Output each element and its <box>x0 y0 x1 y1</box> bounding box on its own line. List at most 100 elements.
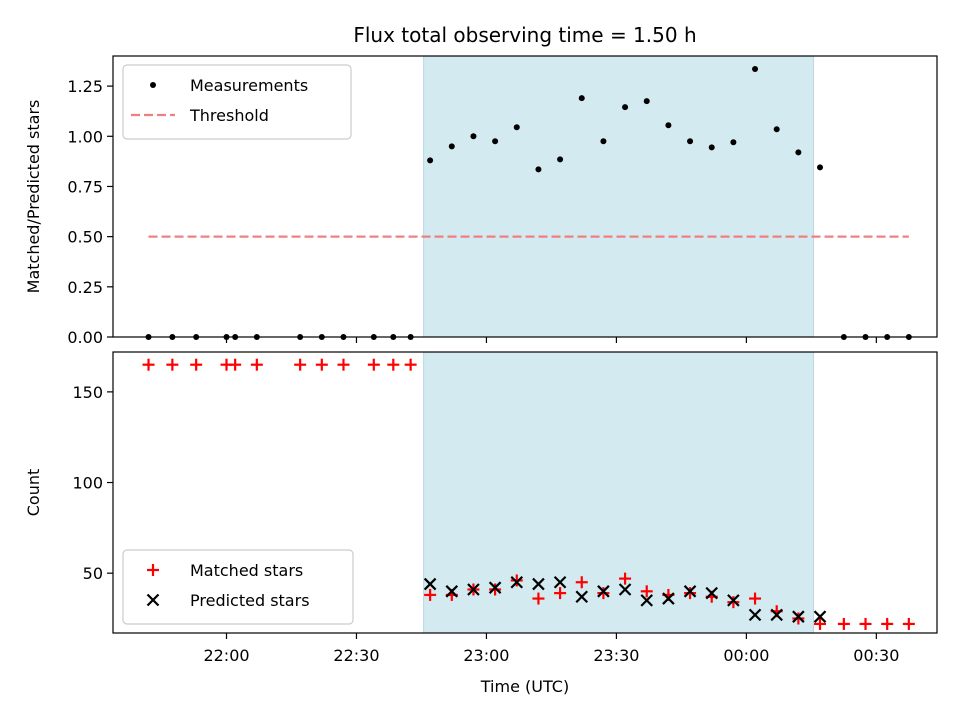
data-point <box>640 585 653 598</box>
data-point <box>554 587 567 600</box>
x-tick-label: 23:30 <box>593 646 639 665</box>
data-point <box>687 138 694 145</box>
data-point <box>250 358 263 371</box>
data-point <box>294 358 307 371</box>
data-point <box>575 576 588 589</box>
data-point <box>705 586 718 600</box>
data-point <box>618 583 632 596</box>
legend-entry: Matched stars <box>147 561 303 580</box>
data-point <box>532 577 545 591</box>
shaded-interval <box>423 351 815 634</box>
data-point <box>423 577 437 591</box>
data-point <box>792 612 805 625</box>
data-point <box>492 138 499 145</box>
data-point <box>557 156 564 163</box>
y-tick-label: 0.25 <box>67 278 103 297</box>
shaded-interval <box>423 55 815 338</box>
data-point <box>622 104 629 111</box>
data-point <box>708 144 715 151</box>
y-axis-label: Matched/Predicted stars <box>24 100 43 294</box>
axes-frame <box>112 55 938 338</box>
x-tick-label: 23:00 <box>463 646 509 665</box>
data-point <box>575 590 589 604</box>
data-point <box>513 124 520 131</box>
x-tick-label: 00:00 <box>723 646 769 665</box>
legend-marker <box>147 564 159 576</box>
data-point <box>315 358 328 371</box>
legend-entry: Measurements <box>150 76 308 95</box>
x-tick-label: 22:30 <box>333 646 379 665</box>
data-point <box>488 581 502 594</box>
data-point <box>229 358 242 371</box>
x-tick-label: 22:00 <box>203 646 249 665</box>
data-point <box>553 575 567 589</box>
chart-title: Flux total observing time = 1.50 h <box>353 23 696 47</box>
axes-frame <box>112 351 938 634</box>
y-tick-label: 100 <box>72 474 103 493</box>
data-point <box>337 358 350 371</box>
data-point <box>597 587 610 600</box>
data-point <box>837 617 850 630</box>
data-point <box>578 95 585 102</box>
data-point <box>752 66 759 73</box>
data-point <box>445 585 459 598</box>
x-tick-label: 00:30 <box>853 646 899 665</box>
data-point <box>727 596 740 609</box>
legend: Matched stars Predicted stars <box>122 549 354 625</box>
y-axis-label: Count <box>24 469 43 517</box>
data-point <box>643 98 650 105</box>
data-point <box>427 157 434 164</box>
data-point <box>489 583 502 596</box>
legend-label: Matched stars <box>190 561 303 580</box>
data-point <box>748 608 762 622</box>
legend-box <box>122 549 354 625</box>
legend-marker <box>150 82 156 88</box>
legend-entry: Threshold <box>131 106 269 125</box>
data-point <box>662 592 675 605</box>
y-tick-label: 1.00 <box>67 127 103 146</box>
data-point <box>597 585 610 598</box>
y-tick-label: 1.25 <box>67 77 103 96</box>
y-tick-label: 0.00 <box>67 328 103 347</box>
data-point <box>166 358 179 371</box>
y-tick-label: 0.75 <box>67 177 103 196</box>
y-tick-label: 150 <box>72 383 103 402</box>
legend-label: Predicted stars <box>190 591 310 610</box>
data-point <box>424 588 437 601</box>
legend-entry: Predicted stars <box>146 591 310 610</box>
data-point <box>665 122 672 129</box>
legend-label: Measurements <box>190 76 308 95</box>
data-point <box>470 133 477 140</box>
data-point <box>387 358 400 371</box>
data-point <box>448 143 455 150</box>
legend-box <box>122 64 352 140</box>
data-point <box>792 610 805 623</box>
data-point <box>619 572 632 585</box>
data-point <box>535 166 542 173</box>
data-point <box>684 587 697 600</box>
data-point <box>817 164 824 171</box>
x-axis-label: Time (UTC) <box>480 677 569 696</box>
data-point <box>190 358 203 371</box>
data-point <box>727 594 740 607</box>
data-point <box>730 139 737 146</box>
data-point <box>600 138 607 145</box>
y-tick-label: 50 <box>83 564 103 583</box>
data-point <box>510 574 523 587</box>
legend: Measurements Threshold <box>122 64 352 140</box>
data-point <box>467 583 480 596</box>
legend-label: Threshold <box>189 106 269 125</box>
series-predicted-stars <box>423 575 827 623</box>
legend-marker <box>146 593 160 607</box>
data-point <box>770 608 783 622</box>
data-point <box>367 358 380 371</box>
data-point <box>404 358 417 371</box>
data-point <box>859 617 872 630</box>
data-point <box>640 594 654 607</box>
series-matched-stars <box>142 358 915 630</box>
y-tick-label: 0.50 <box>67 228 103 247</box>
data-point <box>795 149 802 156</box>
data-point <box>813 610 827 623</box>
data-point <box>902 617 915 630</box>
ratio-panel: 0.00 0.25 0.50 0.75 1.00 1.25 Matched/Predicte… <box>24 55 938 347</box>
